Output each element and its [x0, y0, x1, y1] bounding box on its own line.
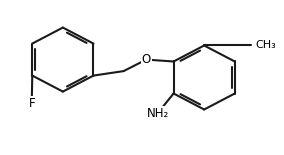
Text: NH₂: NH₂	[147, 107, 169, 120]
Text: F: F	[28, 97, 35, 110]
Text: O: O	[142, 53, 151, 66]
Text: CH₃: CH₃	[255, 40, 276, 51]
